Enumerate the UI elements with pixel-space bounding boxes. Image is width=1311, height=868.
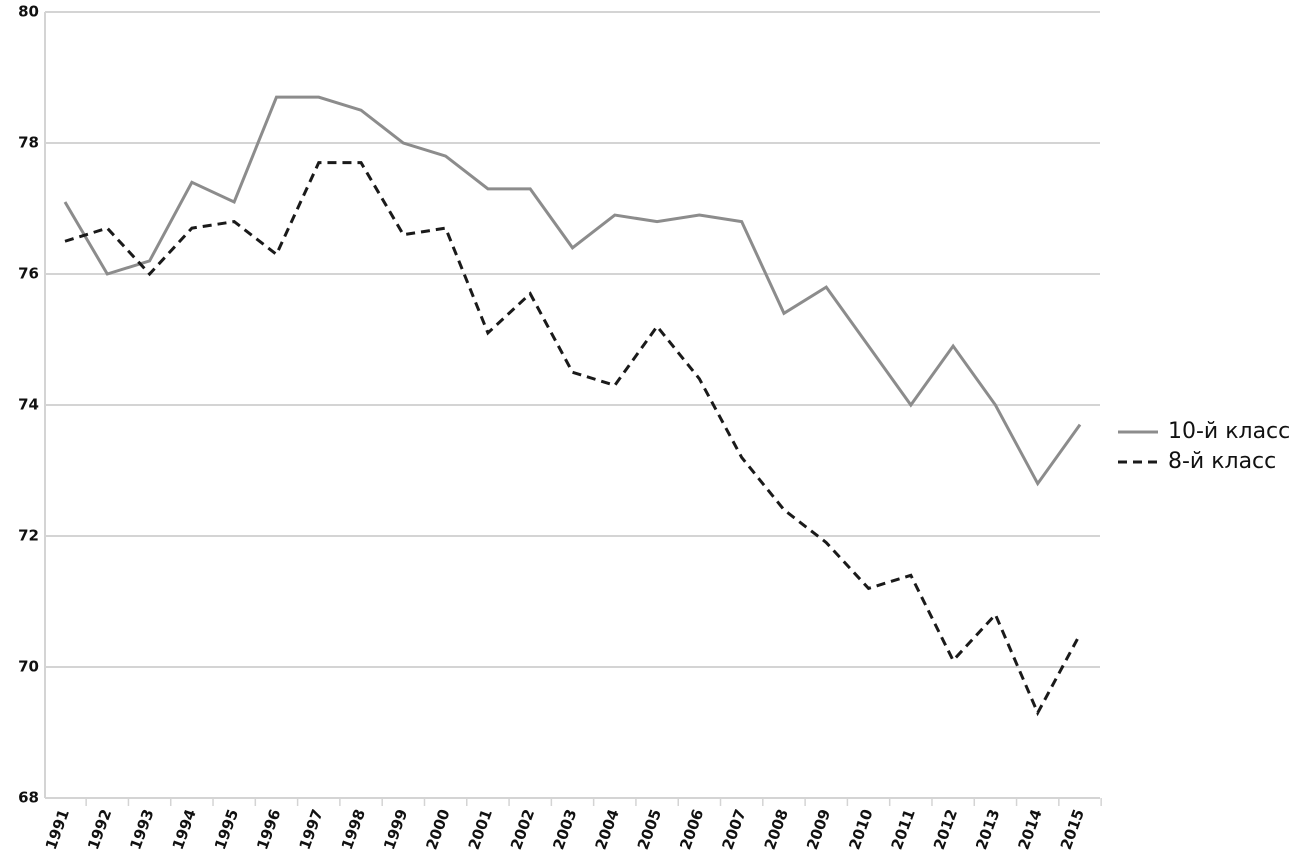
x-tick-label: 2009 [803, 807, 834, 852]
x-tick-label: 2014 [1015, 807, 1046, 852]
x-tick-label: 1997 [296, 807, 327, 852]
x-tick-label: 1992 [84, 807, 115, 852]
x-tick-label: 2007 [718, 807, 749, 852]
x-tick-label: 2011 [888, 807, 919, 852]
y-tick-label: 70 [18, 658, 39, 676]
y-tick-label: 74 [18, 396, 39, 414]
x-tick-label: 1991 [42, 807, 73, 852]
x-tick-label: 2006 [676, 807, 707, 852]
legend-label: 10-й класс [1168, 419, 1290, 444]
x-tick-label: 2008 [761, 807, 792, 852]
y-tick-label: 80 [18, 3, 39, 21]
y-tick-label: 78 [18, 134, 39, 152]
x-tick-label: 2002 [507, 807, 538, 852]
x-tick-label: 2004 [592, 807, 623, 852]
x-tick-label: 2001 [465, 807, 496, 852]
x-tick-label: 1998 [338, 807, 369, 852]
x-tick-label: 2010 [845, 807, 876, 852]
x-tick-label: 1993 [126, 807, 157, 852]
x-tick-label: 2015 [1057, 807, 1088, 852]
x-tick-label: 1995 [211, 807, 242, 852]
x-tick-label: 1994 [169, 807, 200, 852]
series-line [64, 161, 1082, 717]
x-tick-label: 2012 [930, 807, 961, 852]
x-tick-label: 2013 [972, 807, 1003, 852]
series-line [63, 95, 1082, 487]
x-tick-label: 1996 [253, 807, 284, 852]
x-tick-label: 2003 [549, 807, 580, 852]
x-tick-label: 1999 [380, 807, 411, 852]
y-tick-label: 72 [18, 527, 39, 545]
y-tick-label: 68 [18, 789, 39, 807]
x-tick-label: 2005 [634, 807, 665, 852]
legend-label: 8-й класс [1168, 449, 1276, 474]
y-tick-label: 76 [18, 265, 39, 283]
x-tick-label: 2000 [422, 807, 453, 852]
